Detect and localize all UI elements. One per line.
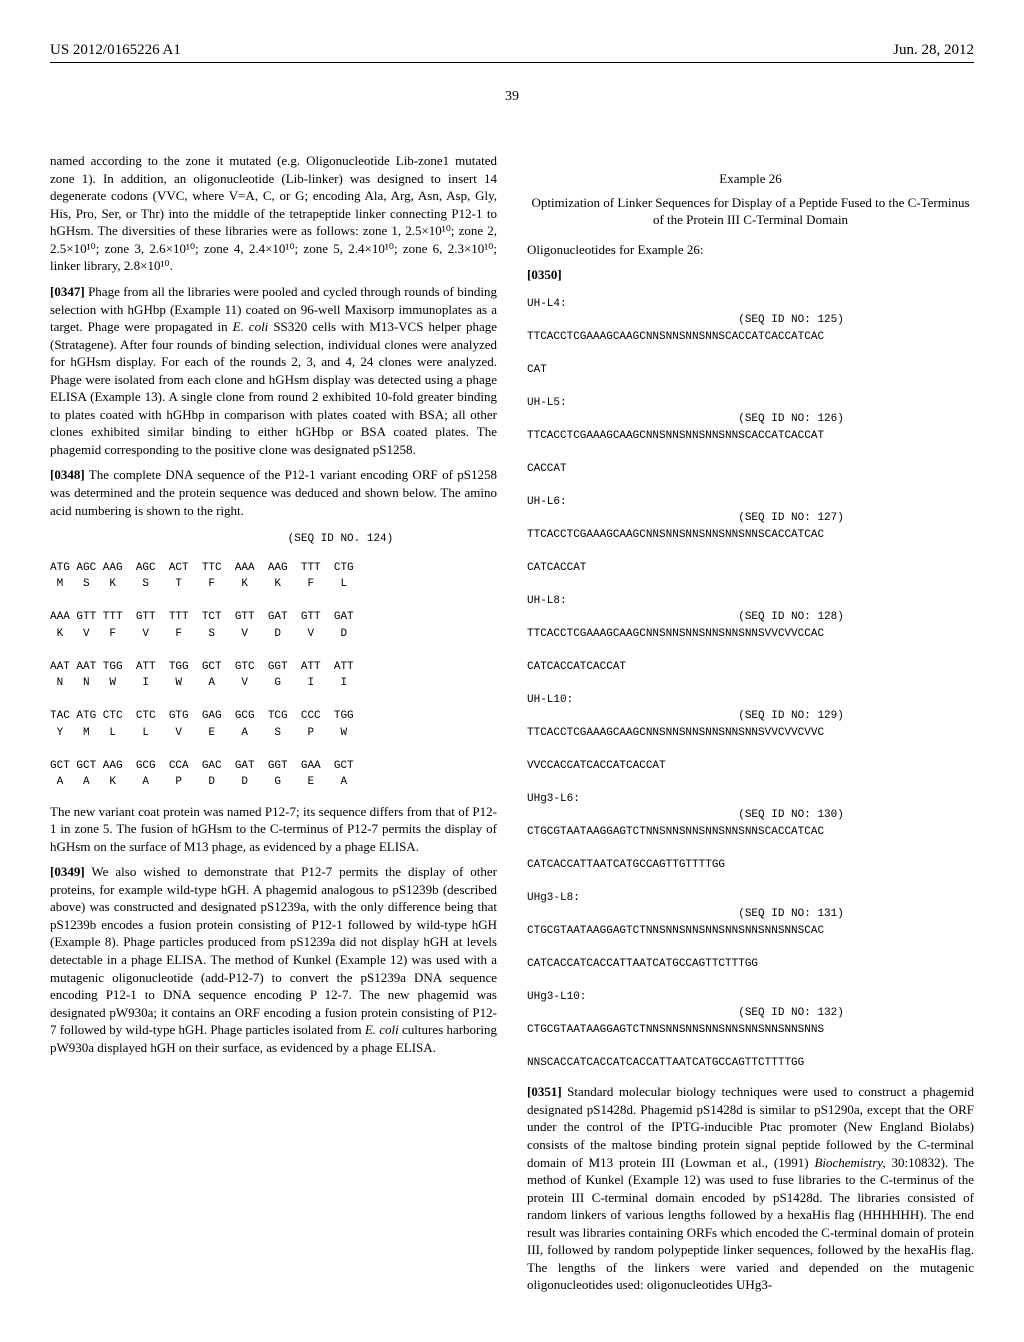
para-0348: [0348] The complete DNA sequence of the … xyxy=(50,466,497,519)
para-0351: [0351] Standard molecular biology techni… xyxy=(527,1083,974,1294)
para-intro: named according to the zone it mutated (… xyxy=(50,152,497,275)
para-number: [0351] xyxy=(527,1084,562,1099)
oligo-sequences: UH-L4: (SEQ ID NO: 125) TTCACCTCGAAAGCAA… xyxy=(527,296,974,1072)
species-name: E. coli xyxy=(365,1022,399,1037)
page-header: US 2012/0165226 A1 Jun. 28, 2012 xyxy=(50,40,974,63)
para-text-cont: SS320 cells with M13-VCS helper phage (S… xyxy=(50,319,497,457)
para-0350: [0350] xyxy=(527,266,974,284)
para-number: [0349] xyxy=(50,864,85,879)
left-column: named according to the zone it mutated (… xyxy=(50,152,497,1302)
species-name: E. coli xyxy=(233,319,269,334)
para-number: [0348] xyxy=(50,467,85,482)
pub-date: Jun. 28, 2012 xyxy=(893,40,974,60)
example-title: Optimization of Linker Sequences for Dis… xyxy=(527,194,974,229)
para-number: [0347] xyxy=(50,284,85,299)
two-column-layout: named according to the zone it mutated (… xyxy=(50,152,974,1302)
oligo-label: Oligonucleotides for Example 26: xyxy=(527,241,974,259)
sequence-table: ATG AGC AAG AGC ACT TTC AAA AAG TTT CTG … xyxy=(50,560,497,791)
example-number: Example 26 xyxy=(527,170,974,188)
para-0349: [0349] We also wished to demonstrate tha… xyxy=(50,863,497,1056)
para-0347: [0347] Phage from all the libraries were… xyxy=(50,283,497,458)
para-text-cont: 30:10832). The method of Kunkel (Example… xyxy=(527,1155,974,1293)
para-text: The complete DNA sequence of the P12-1 v… xyxy=(50,467,497,517)
para-number: [0350] xyxy=(527,267,562,282)
seq-id-header: (SEQ ID NO. 124) xyxy=(50,531,497,548)
pub-number: US 2012/0165226 A1 xyxy=(50,40,181,60)
journal-name: Biochemistry, xyxy=(814,1155,885,1170)
para-variant: The new variant coat protein was named P… xyxy=(50,803,497,856)
right-column: Example 26 Optimization of Linker Sequen… xyxy=(527,152,974,1302)
para-text: We also wished to demonstrate that P12-7… xyxy=(50,864,497,1037)
page-number: 39 xyxy=(50,88,974,107)
